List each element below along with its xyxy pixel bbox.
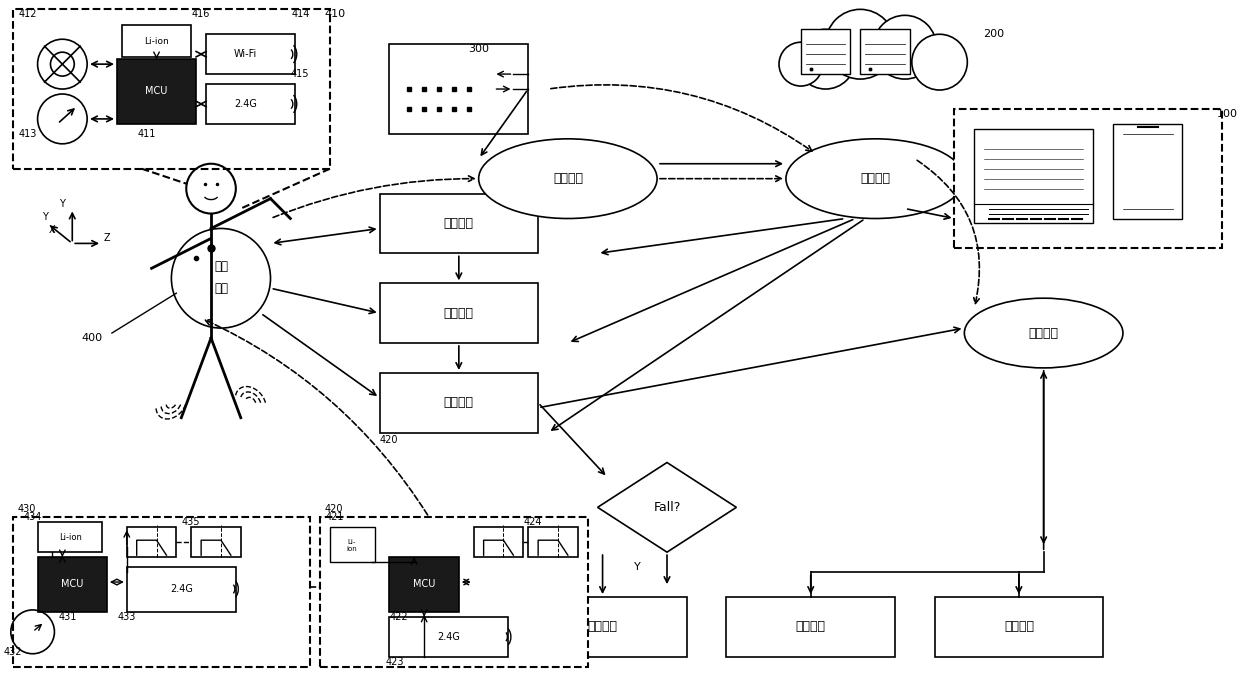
Text: Li-ion: Li-ion [58, 533, 82, 541]
Text: 管理终端: 管理终端 [1029, 327, 1059, 340]
Bar [801, 30, 851, 74]
Text: 姿态显示: 姿态显示 [796, 621, 826, 634]
Ellipse shape [965, 298, 1123, 368]
Text: Fall?: Fall? [653, 501, 681, 514]
Bar [389, 44, 528, 134]
Text: 人体: 人体 [215, 260, 228, 273]
Text: 410: 410 [325, 10, 346, 19]
Text: 433: 433 [118, 612, 136, 622]
Bar [330, 527, 374, 562]
Bar [935, 597, 1104, 657]
Bar [379, 193, 538, 253]
Text: X: X [50, 226, 56, 235]
Bar [117, 59, 196, 124]
Text: MCU: MCU [145, 86, 167, 96]
Ellipse shape [479, 139, 657, 219]
Text: 434: 434 [24, 513, 42, 522]
Text: 411: 411 [138, 129, 156, 139]
Text: 415: 415 [291, 69, 310, 79]
Text: 420: 420 [325, 504, 343, 515]
Bar [126, 527, 176, 557]
Text: 400: 400 [82, 333, 103, 343]
Text: 414: 414 [291, 10, 310, 19]
Bar [389, 617, 508, 657]
Bar [474, 527, 523, 557]
Circle shape [911, 34, 967, 90]
Bar [861, 30, 910, 74]
Bar [727, 597, 895, 657]
Text: Z: Z [104, 233, 110, 244]
Bar [206, 34, 295, 74]
Bar [379, 283, 538, 343]
Polygon shape [598, 462, 737, 552]
Text: 300: 300 [469, 44, 489, 54]
Bar [389, 557, 459, 612]
Circle shape [779, 42, 822, 86]
Bar [955, 109, 1223, 248]
Text: 无线网络: 无线网络 [553, 172, 583, 185]
Text: 100: 100 [1216, 109, 1238, 119]
Text: 432: 432 [4, 647, 22, 657]
Circle shape [826, 10, 895, 79]
Text: Y: Y [634, 562, 641, 572]
Text: 2.4G: 2.4G [170, 584, 192, 594]
Text: Y: Y [42, 211, 47, 222]
Text: 413: 413 [19, 129, 37, 139]
Text: 训练更新: 训练更新 [1004, 621, 1034, 634]
Text: 节点: 节点 [215, 281, 228, 294]
Bar [1114, 124, 1183, 219]
Ellipse shape [786, 139, 965, 219]
Text: MCU: MCU [61, 579, 83, 589]
Bar [12, 517, 310, 667]
Text: 云服务器: 云服务器 [861, 172, 890, 185]
Bar [126, 567, 236, 612]
Text: 422: 422 [391, 612, 409, 622]
Bar [12, 10, 330, 169]
Text: 423: 423 [386, 657, 404, 667]
Text: 200: 200 [983, 30, 1004, 39]
Bar [975, 129, 1094, 224]
Text: 警报提醒: 警报提醒 [588, 621, 618, 634]
Bar [379, 373, 538, 433]
Text: 424: 424 [525, 517, 542, 527]
Text: 431: 431 [58, 612, 77, 622]
Text: 参数确定: 参数确定 [444, 217, 474, 230]
Text: 2.4G: 2.4G [438, 632, 460, 642]
Text: Li-
ion: Li- ion [346, 539, 357, 552]
Bar [37, 557, 107, 612]
Bar [518, 597, 687, 657]
Bar [37, 522, 102, 552]
Text: 412: 412 [19, 10, 37, 19]
Circle shape [873, 15, 936, 79]
Text: 416: 416 [192, 10, 211, 19]
Text: 420: 420 [379, 435, 398, 444]
Bar [320, 517, 588, 667]
Text: 姿态识别: 姿态识别 [444, 396, 474, 409]
Text: Li-ion: Li-ion [144, 36, 169, 45]
Text: 430: 430 [17, 504, 36, 515]
Text: 435: 435 [182, 517, 201, 527]
Text: MCU: MCU [413, 579, 435, 589]
Ellipse shape [171, 228, 270, 328]
Text: 2.4G: 2.4G [234, 99, 257, 109]
Bar [122, 25, 191, 57]
Text: 421: 421 [326, 513, 345, 522]
Text: Y: Y [60, 199, 66, 208]
Bar [528, 527, 578, 557]
Text: Wi-Fi: Wi-Fi [234, 49, 258, 59]
Text: 数据采集: 数据采集 [444, 307, 474, 320]
Bar [191, 527, 241, 557]
Circle shape [796, 30, 856, 89]
Bar [206, 84, 295, 124]
